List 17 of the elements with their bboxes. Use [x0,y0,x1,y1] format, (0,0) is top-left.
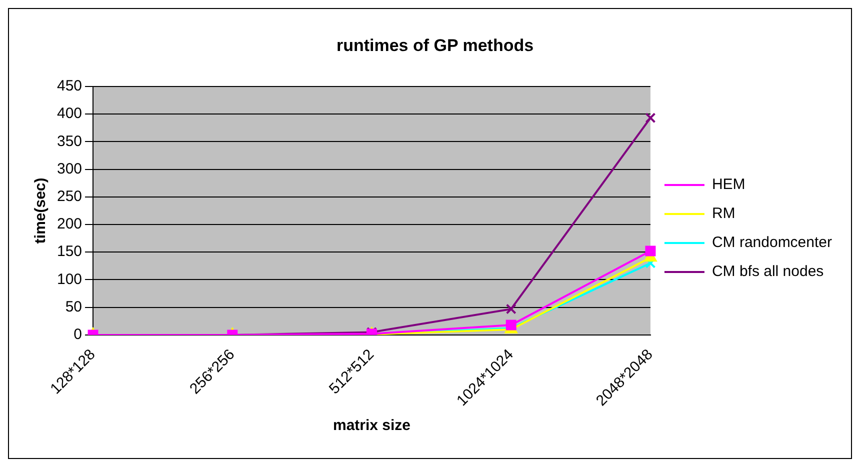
y-axis-title: time(sec) [32,178,50,244]
y-tick-label: 250 [56,188,82,206]
y-tick-label: 100 [56,270,82,288]
x-axis-title: matrix size [332,417,411,434]
y-tick-label: 200 [56,216,82,233]
y-tick-label: 450 [56,78,82,95]
y-tick-label: 0 [74,326,82,344]
y-tick-label: 300 [56,160,82,178]
legend-label: RM [712,205,736,222]
y-tick-label: 350 [56,132,82,150]
legend-label: CM randomcenter [712,234,832,252]
y-tick-label: 50 [65,298,82,316]
y-tick-label: 150 [56,243,82,260]
chart-title: runtimes of GP methods [336,36,534,55]
legend-label: CM bfs all nodes [712,263,824,280]
y-tick-label: 400 [56,105,82,122]
legend-label: HEM [712,176,746,194]
